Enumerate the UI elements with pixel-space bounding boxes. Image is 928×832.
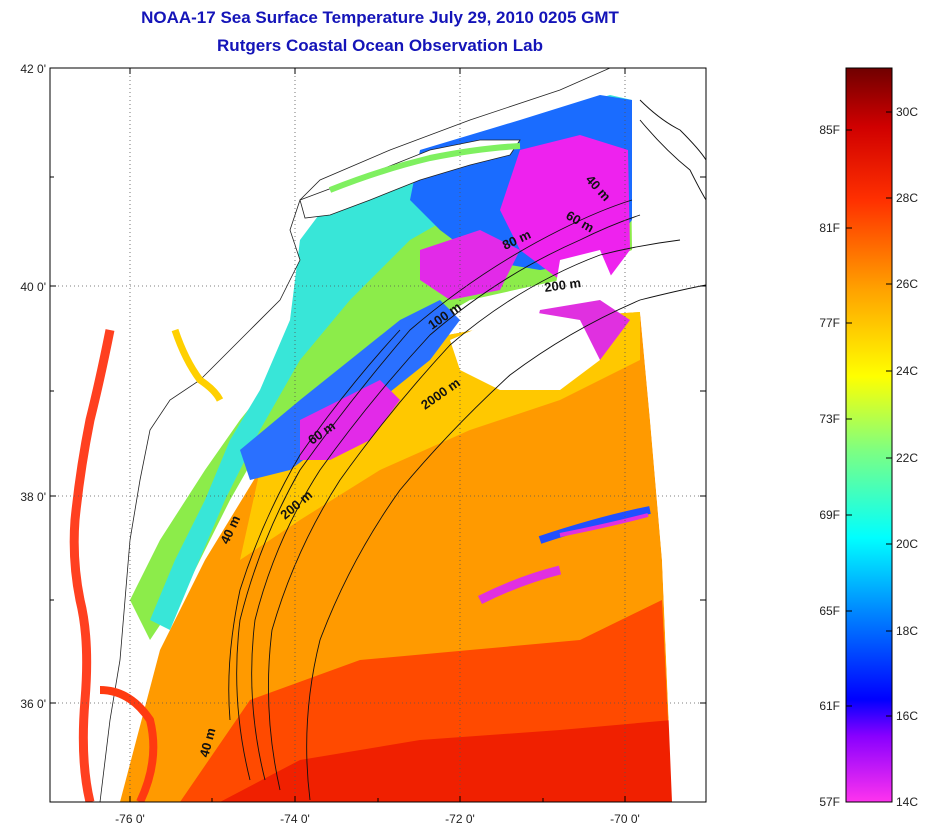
pamlico-sound bbox=[99, 686, 158, 802]
axis-ticks bbox=[50, 67, 706, 802]
colorbar-label-c: 18C bbox=[896, 624, 919, 638]
lon-label-74: -74 0' bbox=[280, 812, 310, 826]
coldest-patch-2 bbox=[420, 230, 520, 300]
lat-label-42: 42 0' bbox=[20, 62, 46, 76]
lat-label-36: 36 0' bbox=[20, 697, 46, 711]
colorbar-label-c: 22C bbox=[896, 451, 919, 465]
no-data-cloud-1 bbox=[450, 310, 600, 390]
swath-edge-no-data bbox=[630, 68, 706, 802]
colorbar-label-c: 20C bbox=[896, 537, 919, 551]
colorbar-label-c: 30C bbox=[896, 105, 919, 119]
colorbar-label-c: 28C bbox=[896, 191, 919, 205]
colorbar-label-f: 57F bbox=[819, 795, 840, 809]
cold-filament-3 bbox=[559, 513, 649, 537]
colorbar-label-c: 26C bbox=[896, 277, 919, 291]
contour-label: 40 m bbox=[196, 726, 218, 759]
cold-filament-1 bbox=[477, 565, 562, 605]
colorbar-label-f: 73F bbox=[819, 412, 840, 426]
long-island-sound bbox=[328, 143, 521, 193]
lat-label-40: 40 0' bbox=[20, 280, 46, 294]
lon-label-76: -76 0' bbox=[115, 812, 145, 826]
cold-filament-2 bbox=[538, 506, 651, 544]
no-data-cloud-2 bbox=[555, 250, 615, 300]
colorbar-label-c: 24C bbox=[896, 364, 919, 378]
hottest-southern-water bbox=[220, 720, 672, 802]
lon-label-72: -72 0' bbox=[445, 812, 475, 826]
colorbar-ticks bbox=[846, 111, 892, 717]
colorbar-label-c: 14C bbox=[896, 795, 919, 809]
cold-patch-shelf-break bbox=[240, 300, 460, 480]
map-title-line1: NOAA-17 Sea Surface Temperature July 29,… bbox=[141, 8, 619, 27]
map-title-line2: Rutgers Coastal Ocean Observation Lab bbox=[217, 36, 543, 55]
colorbar-label-c: 16C bbox=[896, 709, 919, 723]
lat-label-38: 38 0' bbox=[20, 490, 46, 504]
sst-field bbox=[50, 68, 706, 802]
lon-label-70: -70 0' bbox=[610, 812, 640, 826]
colorbar-label-f: 81F bbox=[819, 221, 840, 235]
land-mainland bbox=[50, 68, 611, 802]
colorbar-label-f: 65F bbox=[819, 604, 840, 618]
colorbar-label-f: 85F bbox=[819, 123, 840, 137]
colorbar-label-f: 77F bbox=[819, 316, 840, 330]
chesapeake-bay bbox=[69, 329, 115, 802]
bathymetry-contours bbox=[228, 99, 706, 801]
delaware-bay bbox=[171, 328, 224, 402]
contour-label: 200 m bbox=[543, 275, 582, 295]
graticule bbox=[50, 68, 706, 802]
colorbar-label-f: 69F bbox=[819, 508, 840, 522]
colorbar-label-f: 61F bbox=[819, 699, 840, 713]
coldest-patch-3 bbox=[300, 380, 400, 460]
colorbar bbox=[845, 67, 893, 803]
